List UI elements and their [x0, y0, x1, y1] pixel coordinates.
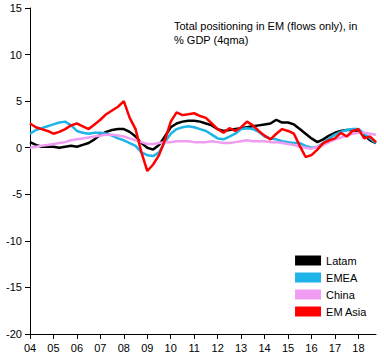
- svg-text:Latam: Latam: [326, 255, 357, 267]
- svg-text:12: 12: [212, 342, 224, 354]
- svg-text:-5: -5: [12, 188, 22, 200]
- svg-text:15: 15: [10, 2, 22, 14]
- svg-text:0: 0: [16, 142, 22, 154]
- svg-text:EM Asia: EM Asia: [326, 306, 367, 318]
- svg-text:05: 05: [47, 342, 59, 354]
- svg-text:04: 04: [24, 342, 36, 354]
- svg-text:10: 10: [10, 49, 22, 61]
- svg-text:08: 08: [118, 342, 130, 354]
- svg-text:-10: -10: [6, 235, 22, 247]
- svg-text:10: 10: [165, 342, 177, 354]
- svg-text:11: 11: [188, 342, 199, 354]
- svg-text:18: 18: [352, 342, 364, 354]
- svg-text:07: 07: [94, 342, 106, 354]
- svg-text:15: 15: [282, 342, 294, 354]
- svg-text:-20: -20: [6, 328, 22, 340]
- svg-text:% GDP (4qma): % GDP (4qma): [174, 34, 248, 46]
- svg-text:14: 14: [258, 342, 270, 354]
- svg-text:06: 06: [71, 342, 83, 354]
- svg-text:China: China: [326, 289, 356, 301]
- svg-text:16: 16: [305, 342, 317, 354]
- svg-text:-15: -15: [6, 281, 22, 293]
- svg-text:13: 13: [235, 342, 247, 354]
- svg-text:5: 5: [16, 95, 22, 107]
- svg-text:17: 17: [329, 342, 341, 354]
- svg-text:EMEA: EMEA: [326, 272, 358, 284]
- svg-text:Total positioning in EM (flows: Total positioning in EM (flows only), in: [174, 20, 360, 32]
- svg-text:09: 09: [141, 342, 153, 354]
